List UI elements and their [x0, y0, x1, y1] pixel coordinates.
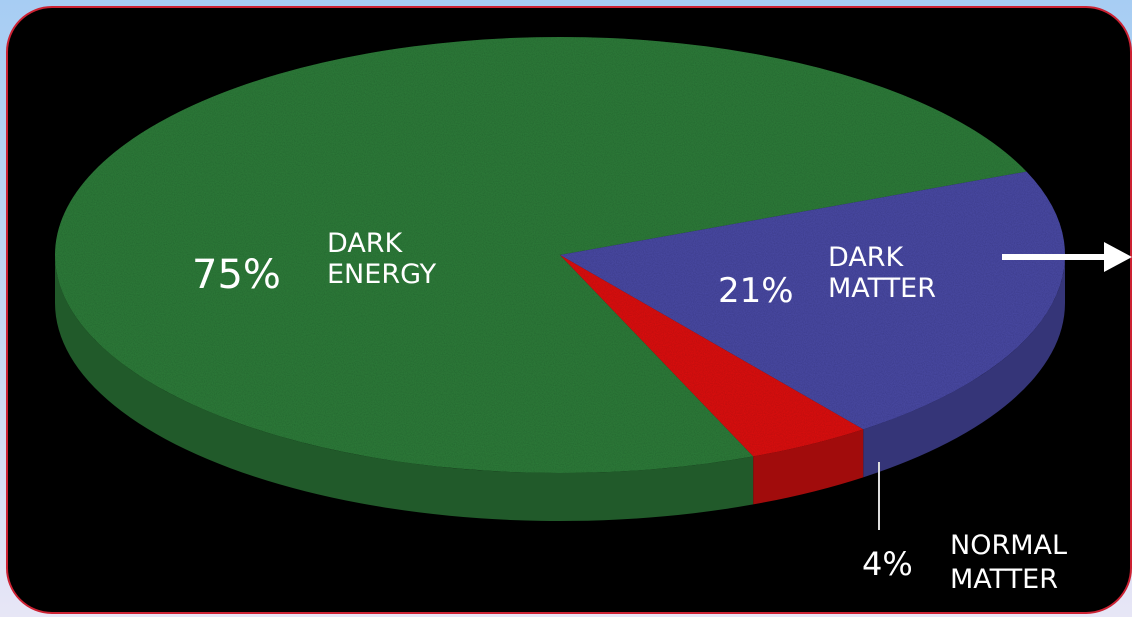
label-dark-matter: 21% DARK MATTER [718, 242, 936, 311]
dark-energy-name-line1: DARK [327, 228, 404, 259]
normal-matter-name-line1: NORMAL [950, 530, 1067, 561]
dark-energy-name-line2: ENERGY [327, 259, 437, 290]
dark-energy-percent: 75% [192, 252, 281, 298]
dark-matter-name-line2: MATTER [828, 273, 936, 304]
normal-matter-name-line2: MATTER [950, 564, 1058, 595]
dark-matter-slice [560, 171, 1065, 430]
label-dark-energy: 75% DARK ENERGY [192, 228, 437, 298]
label-normal-matter: 4% NORMAL MATTER [862, 530, 1067, 595]
arrow-right-icon [1002, 242, 1132, 272]
dark-matter-percent: 21% [718, 271, 794, 311]
dark-matter-slice-side [863, 255, 1065, 478]
dark-energy-slice-side [55, 255, 754, 521]
normal-matter-slice [560, 255, 864, 457]
normal-matter-slice-side [753, 429, 864, 505]
normal-matter-percent: 4% [862, 545, 913, 583]
dark-matter-name-line1: DARK [828, 242, 905, 273]
dark-energy-slice [55, 36, 1027, 473]
